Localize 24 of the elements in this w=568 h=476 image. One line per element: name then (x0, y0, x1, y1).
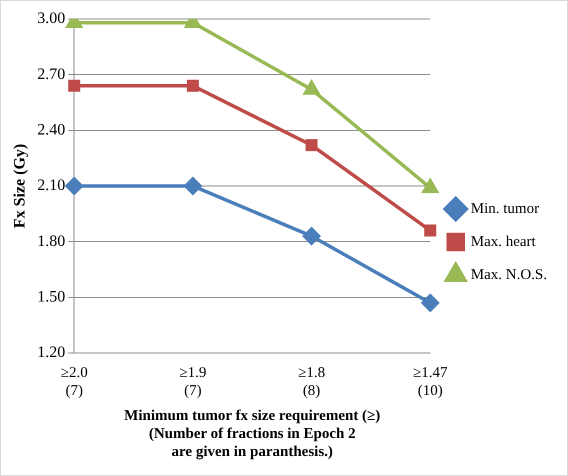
point (68, 80, 80, 92)
y-tick-label: 3.00 (37, 10, 66, 28)
x-axis-title: Minimum tumor fx size requirement (≥) (Number of fractions in Epoch 2 are given in paranthesis.) (124, 408, 380, 460)
y-tick-label: 1.20 (37, 344, 66, 362)
legend-label: Min. tumor (470, 200, 540, 217)
point (424, 224, 436, 237)
point (65, 177, 83, 195)
y-tick-label: 2.40 (37, 122, 66, 139)
x-tick-label: ≥1.9 (7) (179, 364, 206, 399)
x-tick-label: ≥1.8 (8) (298, 364, 326, 399)
legend-label: Max. heart (470, 234, 537, 250)
y-tick-label: 2.10 (37, 177, 66, 194)
point (302, 227, 320, 245)
y-tick-label: 1.80 (37, 232, 66, 250)
x-tick-label: ≥2.0 (7) (60, 364, 88, 399)
point (422, 294, 439, 312)
y-tick-label: 1.50 (37, 288, 66, 306)
y-tick-label: 2.70 (37, 66, 66, 83)
point (306, 139, 318, 152)
x-tick-label: ≥1.47 (10) (413, 364, 448, 399)
point (184, 177, 202, 195)
legend-label: Max. N.O.S. (470, 266, 548, 283)
point (186, 80, 199, 92)
y-axis-title: Fx Size (Gy) (12, 144, 29, 228)
